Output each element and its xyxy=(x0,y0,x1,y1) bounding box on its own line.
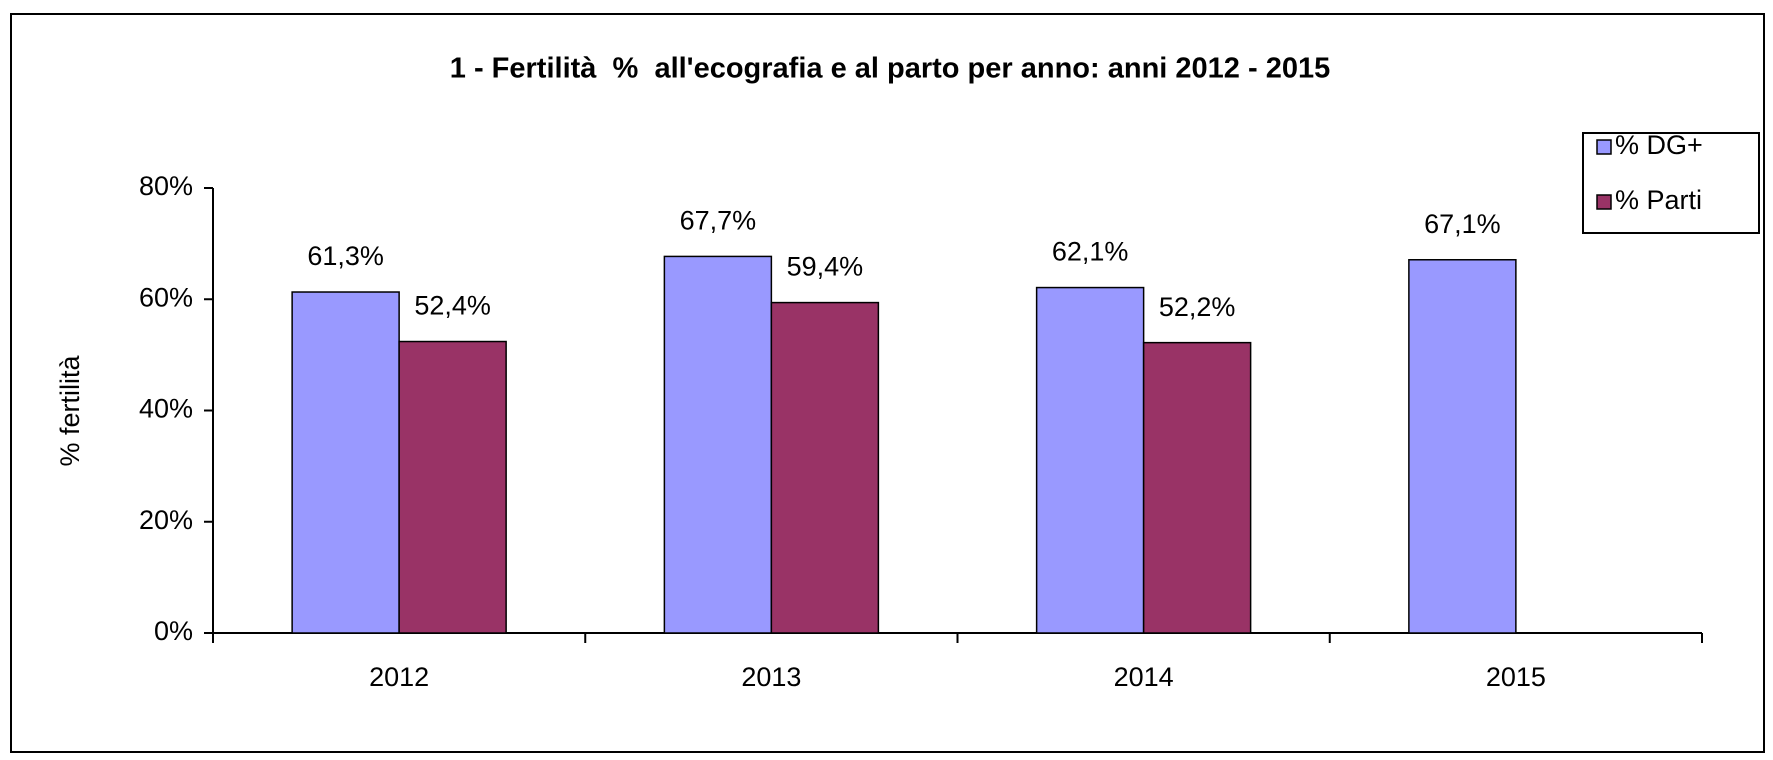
legend-label: % DG+ xyxy=(1615,130,1703,160)
data-label: 52,4% xyxy=(414,291,491,321)
legend-swatch xyxy=(1596,139,1612,155)
bar xyxy=(663,255,773,634)
bar xyxy=(770,301,880,634)
y-tick-label: 0% xyxy=(154,616,193,646)
data-label: 62,1% xyxy=(1052,237,1129,267)
data-label: 59,4% xyxy=(787,252,864,282)
y-tick-label: 60% xyxy=(139,282,193,312)
bar xyxy=(398,340,507,634)
bar xyxy=(1408,259,1517,634)
bar xyxy=(1142,341,1252,634)
bar xyxy=(1035,286,1145,634)
y-tick-label: 80% xyxy=(139,171,193,201)
data-label: 52,2% xyxy=(1159,292,1236,322)
y-axis-label: % fertilità xyxy=(55,355,85,467)
chart-title: 1 - Fertilità % all'ecografia e al parto… xyxy=(450,53,1330,85)
x-tick-label: 2015 xyxy=(1486,662,1546,692)
legend-box xyxy=(1582,132,1760,234)
x-tick-label: 2013 xyxy=(741,662,801,692)
data-label: 67,7% xyxy=(680,206,757,236)
x-tick-label: 2012 xyxy=(369,662,429,692)
x-tick-label: 2014 xyxy=(1114,662,1174,692)
bar xyxy=(291,291,400,634)
legend-label: % Parti xyxy=(1615,185,1702,215)
y-tick-label: 20% xyxy=(139,505,193,535)
data-label: 67,1% xyxy=(1424,209,1501,239)
y-tick-label: 40% xyxy=(139,394,193,424)
data-label: 61,3% xyxy=(307,241,384,271)
legend-swatch xyxy=(1596,194,1612,210)
